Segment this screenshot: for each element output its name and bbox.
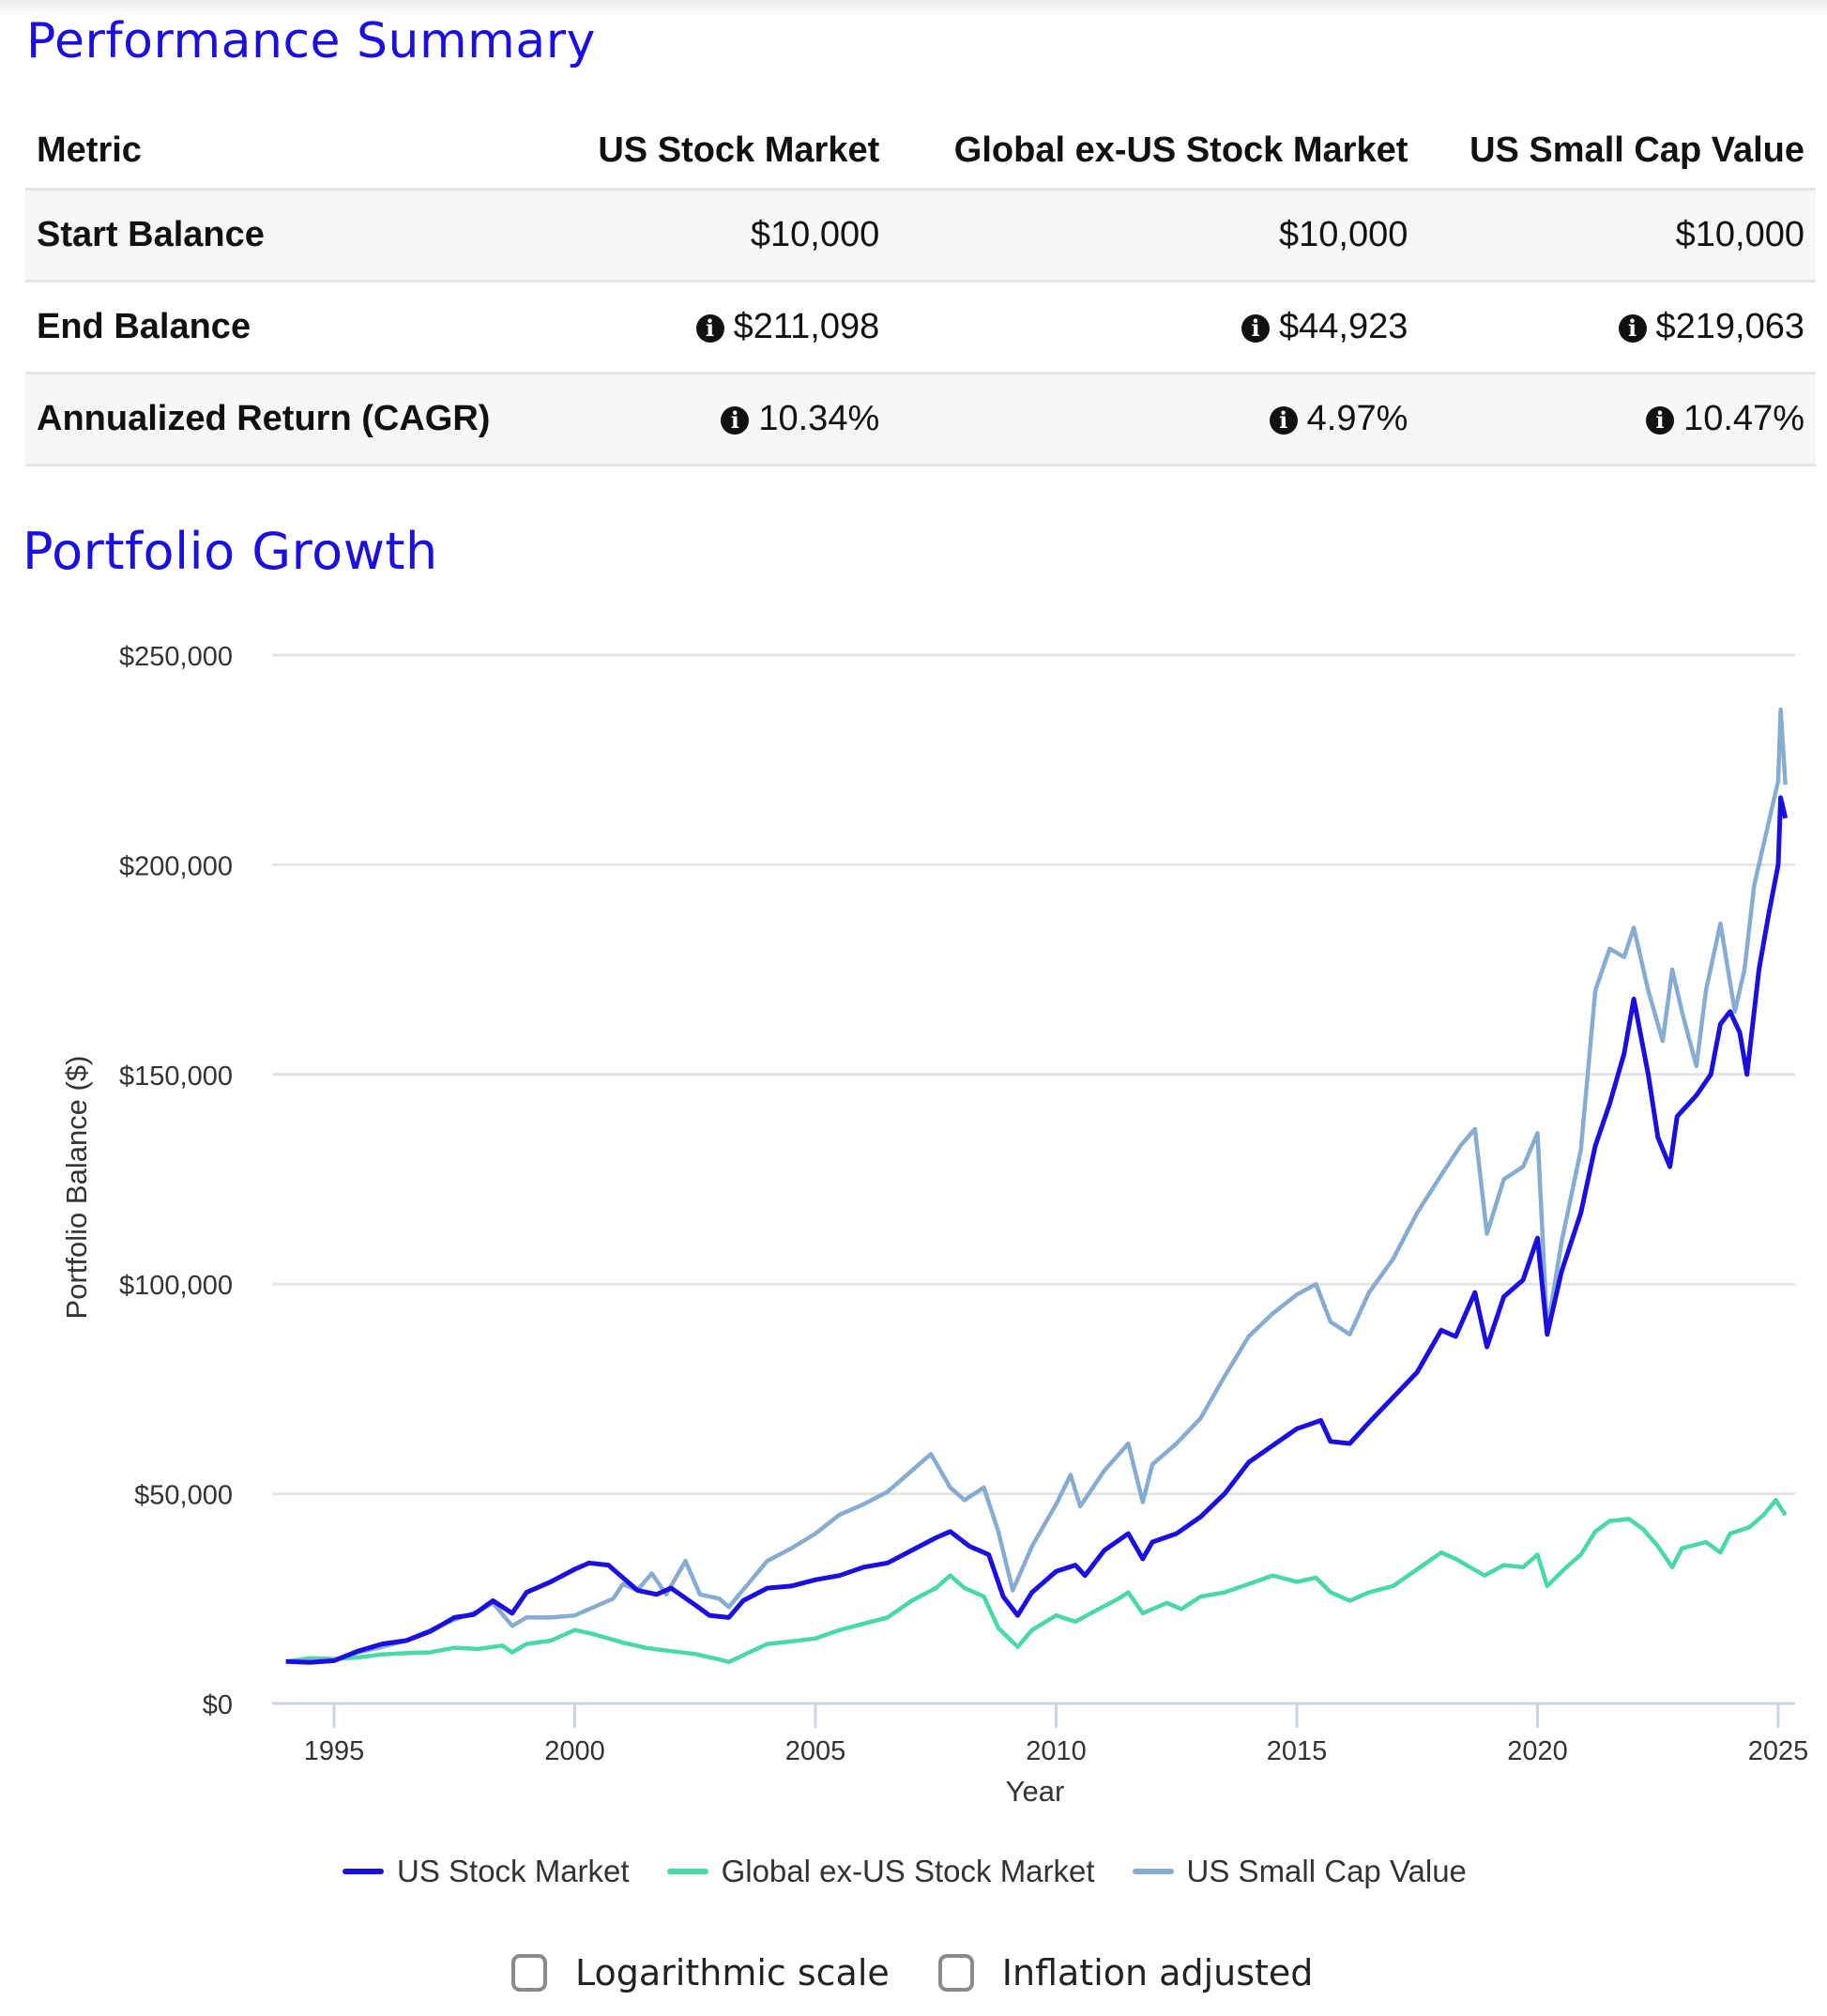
column-header-global-ex-us: Global ex-US Stock Market (891, 113, 1420, 191)
value-text: $10,000 (750, 215, 880, 254)
value-text: 4.97% (1306, 399, 1408, 438)
x-tick-label: 2020 (1507, 1736, 1568, 1766)
portfolio-growth-title: Portfolio Growth (23, 522, 438, 581)
checkbox-box[interactable] (937, 1954, 974, 1992)
x-axis-title: Year (1006, 1775, 1065, 1808)
column-header-metric: Metric (25, 113, 554, 191)
performance-summary-table: Metric US Stock Market Global ex-US Stoc… (25, 113, 1816, 466)
value-text: 10.47% (1683, 399, 1804, 438)
x-tick-label: 2000 (544, 1736, 605, 1766)
value-text: $211,098 (733, 307, 880, 346)
y-tick-label: $150,000 (119, 1061, 233, 1092)
info-circle-icon[interactable]: i (1618, 314, 1647, 343)
legend-swatch (343, 1869, 384, 1874)
x-tick-label: 2015 (1267, 1736, 1328, 1766)
value-text: $10,000 (1279, 215, 1408, 254)
y-tick-label: $100,000 (119, 1271, 233, 1301)
cell-value: $10,000 (553, 189, 891, 283)
value-text: $10,000 (1675, 215, 1804, 254)
y-axis-title: Portfolio Balance ($) (60, 1056, 93, 1320)
top-shadow (0, 0, 1827, 17)
x-tick-label: 1995 (304, 1736, 365, 1766)
series-line-us-small-cap-value (285, 707, 1788, 1664)
cell-value: i $219,063 (1419, 281, 1816, 374)
y-tick-label: $200,000 (119, 851, 233, 881)
info-circle-icon[interactable]: i (721, 406, 750, 435)
legend-item-us-stock-market[interactable]: US Stock Market (343, 1854, 630, 1889)
x-tick-label: 2025 (1748, 1736, 1809, 1766)
checkbox-box[interactable] (511, 1954, 547, 1992)
info-circle-icon[interactable]: i (695, 314, 724, 343)
x-tick-label: 2010 (1026, 1736, 1087, 1766)
inflation-adjusted-checkbox[interactable]: Inflation adjusted (937, 1952, 1314, 1993)
logarithmic-scale-checkbox[interactable]: Logarithmic scale (511, 1952, 890, 1993)
series-line-global-ex-us-stock-market (285, 1498, 1788, 1665)
legend-label: Global ex-US Stock Market (721, 1854, 1095, 1888)
row-label: Annualized Return (CAGR) (25, 373, 554, 466)
row-label: Start Balance (25, 189, 554, 283)
portfolio-growth-chart: $0 $50,000 $100,000 $150,000 $200,000 $250,00… (60, 642, 1809, 1808)
legend-swatch (1132, 1869, 1174, 1874)
cell-value: $10,000 (891, 189, 1420, 283)
row-label: End Balance (25, 281, 554, 374)
chart-options: Logarithmic scale Inflation adjusted (511, 1952, 1362, 1993)
series-line-us-stock-market (285, 795, 1789, 1665)
info-circle-icon[interactable]: i (1269, 406, 1298, 435)
cell-value: i 10.47% (1419, 373, 1816, 466)
legend-label: US Small Cap Value (1186, 1854, 1467, 1888)
table-row-end-balance: End Balance i $211,098 i $44,923 i $219,063 (25, 281, 1816, 374)
y-tick-label: $250,000 (119, 642, 233, 672)
cell-value: i $211,098 (553, 281, 891, 374)
column-header-us-small-cap-value: US Small Cap Value (1419, 113, 1816, 191)
x-tick-label: 2005 (785, 1736, 846, 1766)
cell-value: i $44,923 (891, 281, 1420, 374)
legend-swatch (666, 1869, 708, 1874)
table-row-cagr: Annualized Return (CAGR) i 10.34% i 4.97% … (25, 373, 1816, 466)
legend-item-us-small-cap-value[interactable]: US Small Cap Value (1132, 1854, 1467, 1889)
chart-legend: US Stock Market Global ex-US Stock Marke… (343, 1854, 1504, 1889)
value-text: 10.34% (758, 399, 880, 438)
legend-label: US Stock Market (397, 1854, 630, 1888)
value-text: $44,923 (1279, 307, 1408, 346)
legend-item-global-ex-us[interactable]: Global ex-US Stock Market (666, 1854, 1095, 1889)
table-header-row: Metric US Stock Market Global ex-US Stoc… (25, 113, 1816, 191)
cell-value: i 10.34% (553, 373, 891, 466)
cell-value: i 4.97% (891, 373, 1420, 466)
y-axis-ticks: $0 $50,000 $100,000 $150,000 $200,000 $250,00… (119, 642, 233, 1720)
cell-value: $10,000 (1419, 189, 1816, 283)
performance-summary-title: Performance Summary (26, 13, 596, 69)
checkbox-label: Inflation adjusted (1001, 1952, 1314, 1993)
column-header-us-stock-market: US Stock Market (553, 113, 891, 191)
info-circle-icon[interactable]: i (1646, 406, 1675, 435)
y-tick-label: $0 (203, 1690, 233, 1720)
info-circle-icon[interactable]: i (1241, 314, 1270, 343)
table-row-start-balance: Start Balance $10,000 $10,000 $10,000 (25, 189, 1816, 283)
x-axis-ticks: 1995 2000 2005 2010 2015 2020 2025 (304, 1703, 1809, 1766)
value-text: $219,063 (1655, 307, 1805, 346)
series-lines (285, 707, 1789, 1665)
y-tick-label: $50,000 (134, 1481, 233, 1511)
checkbox-label: Logarithmic scale (575, 1952, 890, 1993)
